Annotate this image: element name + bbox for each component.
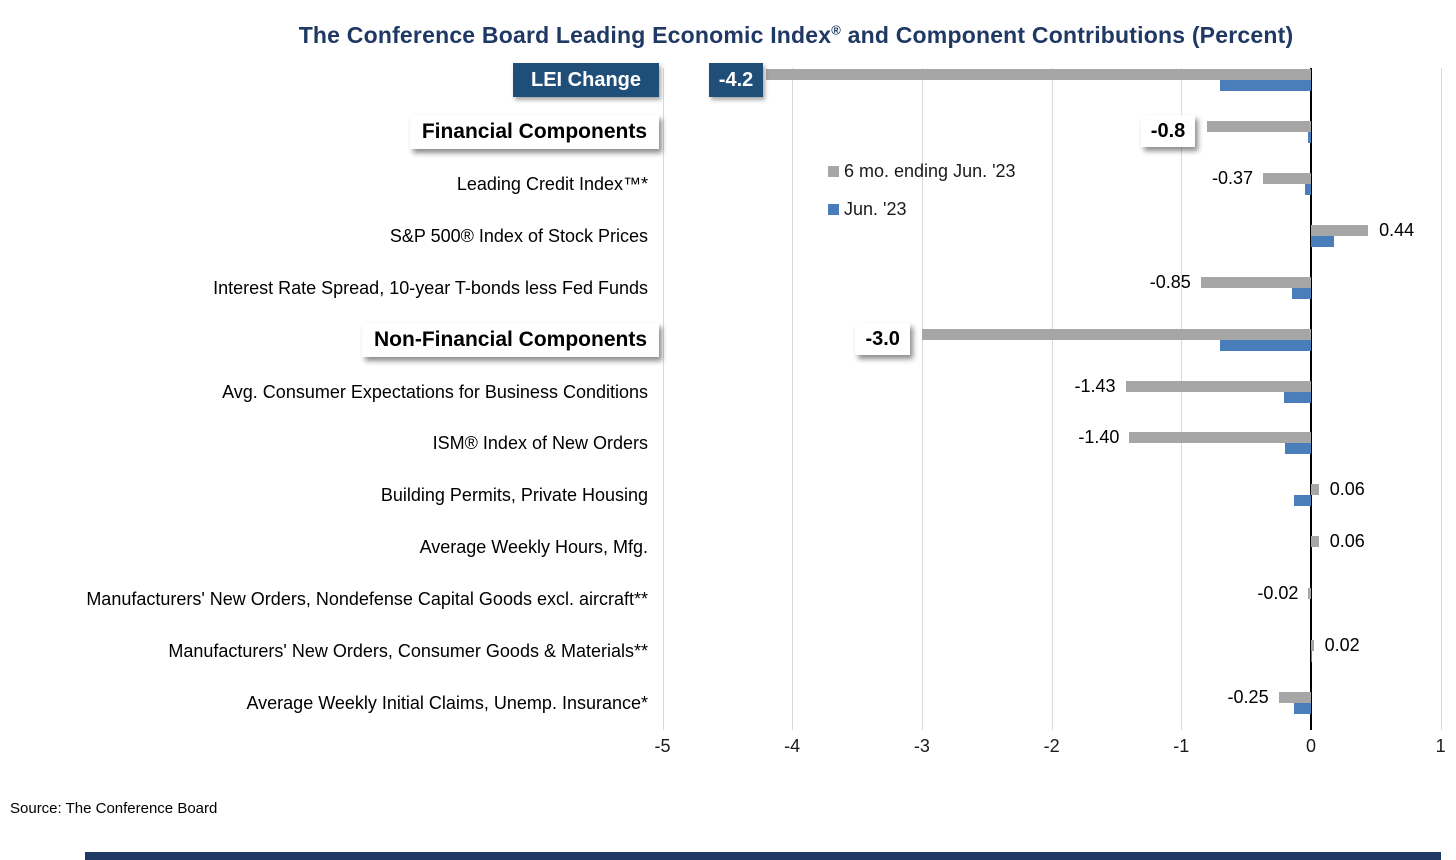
bar-6mo-ending-jun23	[1311, 536, 1319, 548]
gridline	[1181, 68, 1183, 730]
value-label: -0.85	[1149, 271, 1191, 292]
category-label: Avg. Consumer Expectations for Business …	[222, 381, 648, 402]
axis-tick-label: -1	[1173, 736, 1190, 756]
bar-jun23	[1285, 443, 1311, 455]
value-label: 0.06	[1329, 531, 1365, 552]
footnotes: Source: The Conference Board * Inverted …	[10, 760, 655, 860]
gridline	[1440, 68, 1442, 730]
category-label: Non-Financial Components	[362, 322, 659, 357]
category-label: Building Permits, Private Housing	[380, 485, 648, 506]
value-label: 0.44	[1379, 219, 1415, 240]
category-label: Interest Rate Spread, 10-year T-bonds le…	[213, 277, 648, 298]
bar-jun23	[1308, 131, 1311, 143]
value-label: -4.2	[708, 63, 764, 97]
legend-item-jun23: Jun. '23	[828, 199, 1016, 220]
zero-axis-line	[1310, 68, 1312, 730]
bar-jun23	[1220, 80, 1311, 91]
axis-tick-label: -3	[913, 736, 930, 756]
category-label: Average Weekly Hours, Mfg.	[419, 537, 648, 558]
category-label: Leading Credit Index™*	[456, 173, 648, 194]
category-label: Financial Components	[409, 114, 659, 149]
gray-square-swatch-icon	[828, 166, 839, 177]
category-label: Manufacturers' New Orders, Nondefense Ca…	[86, 589, 648, 610]
bar-6mo-ending-jun23	[1129, 432, 1311, 444]
axis-tick-label: 1	[1435, 736, 1446, 756]
bar-6mo-ending-jun23	[1308, 588, 1311, 600]
bar-jun23	[1304, 183, 1311, 195]
gridline	[792, 68, 794, 730]
bar-6mo-ending-jun23	[1278, 692, 1311, 704]
bar-jun23	[1220, 339, 1311, 351]
value-label: 0.06	[1329, 479, 1365, 500]
bar-jun23	[1291, 287, 1311, 299]
value-label: -1.43	[1074, 375, 1116, 396]
blue-square-swatch-icon	[828, 204, 839, 215]
value-label: 0.02	[1324, 635, 1360, 656]
category-label: LEI Change	[512, 63, 659, 97]
category-label: Average Weekly Initial Claims, Unemp. In…	[246, 693, 648, 714]
bar-6mo-ending-jun23	[1311, 224, 1369, 236]
bar-6mo-ending-jun23	[766, 69, 1311, 80]
category-label: Manufacturers' New Orders, Consumer Good…	[168, 641, 648, 662]
bottom-divider-bar	[85, 852, 1441, 860]
bar-jun23	[1283, 391, 1311, 403]
bar-6mo-ending-jun23	[1125, 380, 1311, 392]
footnote-source: Source: The Conference Board	[10, 800, 218, 817]
axis-tick-label: -5	[654, 736, 671, 756]
axis-tick-label: 0	[1305, 736, 1316, 756]
bar-jun23	[1311, 235, 1335, 247]
bar-6mo-ending-jun23	[921, 328, 1311, 340]
legend-label-6mo: 6 mo. ending Jun. '23	[844, 161, 1016, 181]
chart-title-text: The Conference Board Leading Economic In…	[298, 22, 832, 48]
chart-title-suffix: and Component Contributions (Percent)	[841, 22, 1294, 48]
bar-6mo-ending-jun23	[1263, 172, 1311, 184]
axis-tick-label: -4	[784, 736, 801, 756]
value-label: -0.25	[1227, 687, 1269, 708]
bar-6mo-ending-jun23	[1311, 640, 1314, 652]
bar-6mo-ending-jun23	[1207, 120, 1311, 132]
legend-label-jun23: Jun. '23	[844, 199, 907, 219]
gridline	[921, 68, 923, 730]
value-label: -1.40	[1078, 427, 1120, 448]
legend-item-6mo: 6 mo. ending Jun. '23	[828, 161, 1016, 182]
registered-mark: ®	[831, 22, 842, 38]
chart-title: The Conference Board Leading Economic In…	[68, 22, 1456, 49]
value-label: -0.37	[1211, 167, 1254, 188]
axis-tick-label: -2	[1043, 736, 1060, 756]
chart-legend: 6 mo. ending Jun. '23 Jun. '23	[828, 161, 1016, 237]
bar-jun23	[1294, 703, 1311, 715]
bar-jun23	[1311, 651, 1313, 663]
value-label: -3.0	[855, 322, 910, 355]
category-label: S&P 500® Index of Stock Prices	[389, 225, 648, 246]
bar-jun23	[1294, 495, 1311, 507]
value-label: -0.8	[1140, 114, 1196, 147]
bar-6mo-ending-jun23	[1200, 276, 1311, 288]
bar-6mo-ending-jun23	[1311, 484, 1319, 496]
value-label: -0.02	[1257, 583, 1299, 604]
category-label: ISM® Index of New Orders	[432, 433, 648, 454]
gridline	[1051, 68, 1053, 730]
gridline	[662, 68, 664, 730]
